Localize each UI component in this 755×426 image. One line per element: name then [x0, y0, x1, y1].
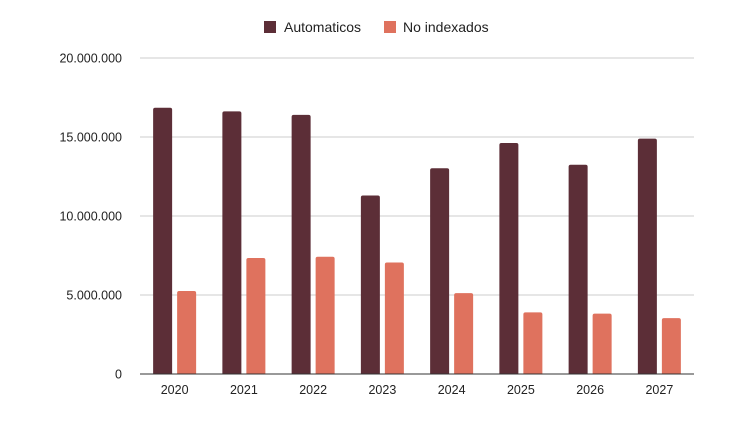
bar-no-indexados-2025 [523, 312, 543, 374]
legend: Automaticos No indexados [264, 19, 489, 35]
bars [153, 107, 681, 375]
legend-swatch-no-indexados [384, 21, 396, 33]
bar-automaticos-2026 [568, 164, 588, 374]
bar-automaticos-2020 [153, 107, 173, 375]
bar-no-indexados-2020 [177, 291, 197, 374]
x-tick-label: 2027 [645, 383, 673, 397]
bar-no-indexados-2027 [661, 318, 681, 374]
y-tick-label: 5.000.000 [66, 289, 122, 303]
bar-automaticos-2027 [637, 138, 657, 374]
x-tick-label: 2020 [161, 383, 189, 397]
bar-no-indexados-2023 [384, 262, 404, 374]
legend-label-automaticos: Automaticos [284, 19, 361, 35]
bar-automaticos-2022 [291, 114, 311, 374]
y-axis-tick-labels: 0 5.000.000 10.000.000 15.000.000 20.000.000 [59, 52, 122, 382]
bar-no-indexados-2024 [454, 293, 474, 374]
x-axis-tick-labels: 2020 2021 2022 2023 2024 2025 2026 2027 [161, 383, 674, 397]
x-tick-label: 2025 [507, 383, 535, 397]
y-tick-label: 15.000.000 [59, 131, 122, 145]
bar-automaticos-2021 [222, 111, 242, 375]
x-tick-label: 2022 [299, 383, 327, 397]
legend-swatch-automaticos [264, 21, 276, 33]
y-tick-label: 20.000.000 [59, 52, 122, 66]
bar-automaticos-2024 [430, 168, 450, 374]
bar-no-indexados-2026 [592, 313, 612, 374]
bar-no-indexados-2021 [246, 258, 266, 374]
x-tick-label: 2024 [438, 383, 466, 397]
legend-label-no-indexados: No indexados [403, 19, 489, 35]
y-tick-label: 0 [115, 368, 122, 382]
bar-automaticos-2025 [499, 143, 519, 374]
y-tick-label: 10.000.000 [59, 210, 122, 224]
bar-no-indexados-2022 [315, 256, 335, 374]
bar-automaticos-2023 [360, 195, 380, 374]
x-tick-label: 2026 [576, 383, 604, 397]
x-tick-label: 2021 [230, 383, 258, 397]
x-tick-label: 2023 [368, 383, 396, 397]
